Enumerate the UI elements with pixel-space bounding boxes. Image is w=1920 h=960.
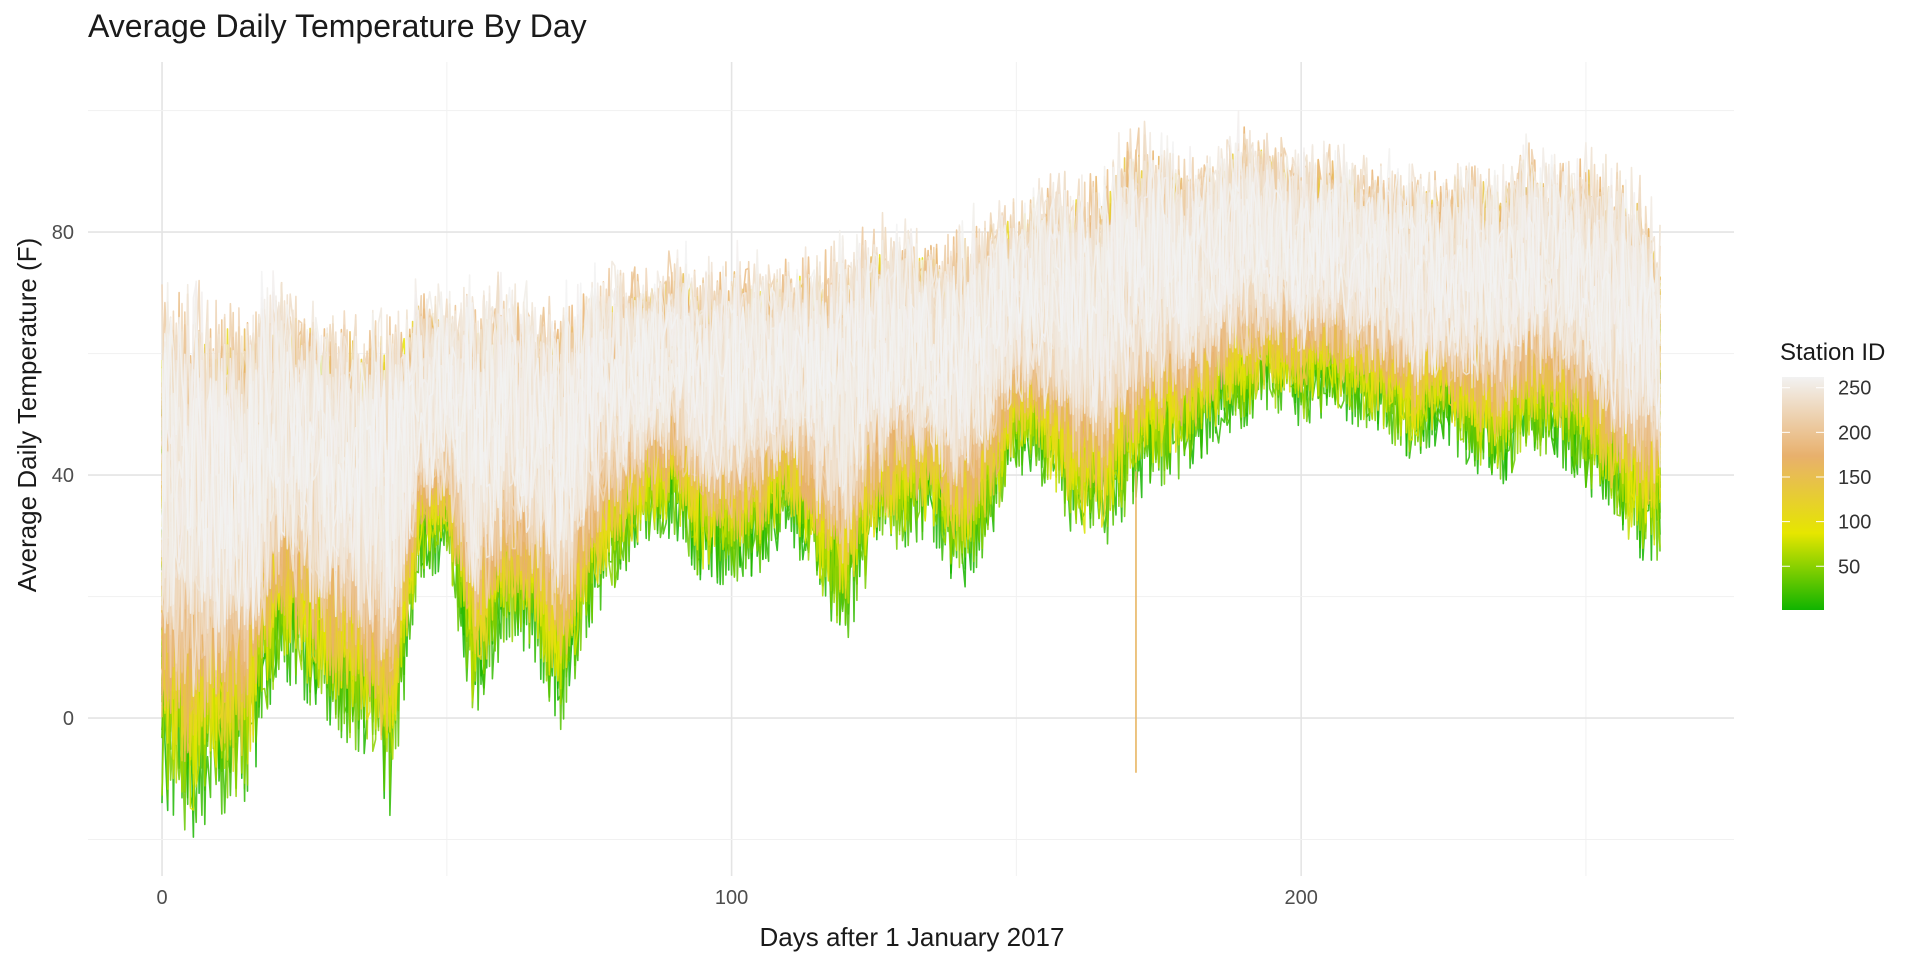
station-series-line <box>161 141 1661 633</box>
legend-tick-label: 250 <box>1838 378 1871 400</box>
legend-tick-label: 100 <box>1838 512 1871 534</box>
legend-tick-label: 200 <box>1838 422 1871 444</box>
legend-title: Station ID <box>1780 339 1885 366</box>
y-tick-label: 0 <box>63 708 74 730</box>
legend-tick-label: 50 <box>1838 556 1860 578</box>
x-axis-title: Days after 1 January 2017 <box>760 922 1065 952</box>
legend: Station ID 50 100 150 200 250 <box>1780 339 1885 610</box>
y-tick-label: 40 <box>52 465 74 487</box>
axes: Days after 1 January 2017 Average Daily … <box>12 222 1318 952</box>
x-tick-label: 200 <box>1284 887 1317 909</box>
y-axis-title: Average Daily Temperature (F) <box>12 238 42 593</box>
x-tick-label: 0 <box>156 887 167 909</box>
legend-tick-label: 150 <box>1838 467 1871 489</box>
x-tick-label: 100 <box>715 887 748 909</box>
y-tick-label: 80 <box>52 222 74 244</box>
chart-title: Average Daily Temperature By Day <box>88 8 587 44</box>
station-series-lines <box>161 110 1661 838</box>
legend-colorbar <box>1782 377 1824 610</box>
station-series-line <box>161 110 1661 627</box>
